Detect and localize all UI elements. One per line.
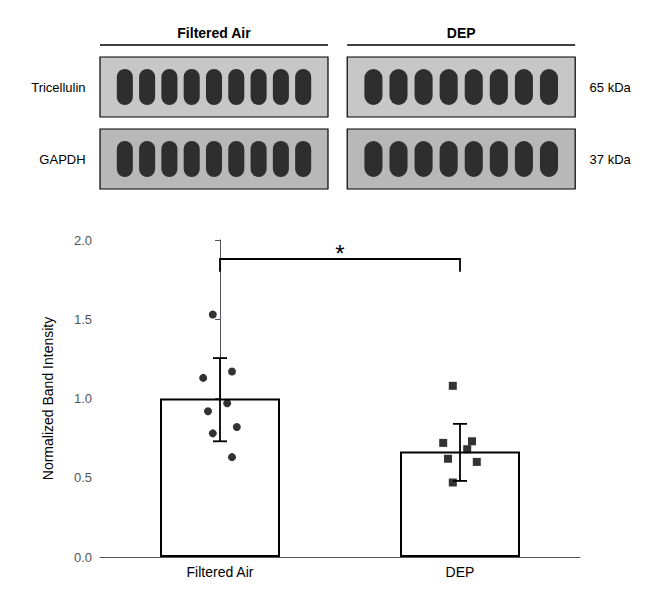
svg-text:*: * <box>335 240 344 267</box>
svg-text:Filtered Air: Filtered Air <box>177 25 251 41</box>
svg-text:1.5: 1.5 <box>74 312 92 327</box>
svg-text:Tricellulin: Tricellulin <box>31 80 85 95</box>
svg-text:0.5: 0.5 <box>74 470 92 485</box>
svg-text:0.0: 0.0 <box>74 550 92 565</box>
svg-text:2.0: 2.0 <box>74 233 92 248</box>
svg-text:65 kDa: 65 kDa <box>590 80 632 95</box>
svg-text:Filtered Air: Filtered Air <box>187 564 254 580</box>
svg-text:Normalized Band Intensity: Normalized Band Intensity <box>40 317 56 480</box>
svg-text:1.0: 1.0 <box>74 391 92 406</box>
svg-text:DEP: DEP <box>446 564 475 580</box>
svg-text:DEP: DEP <box>447 25 476 41</box>
svg-text:37 kDa: 37 kDa <box>590 152 632 167</box>
svg-text:GAPDH: GAPDH <box>39 152 85 167</box>
